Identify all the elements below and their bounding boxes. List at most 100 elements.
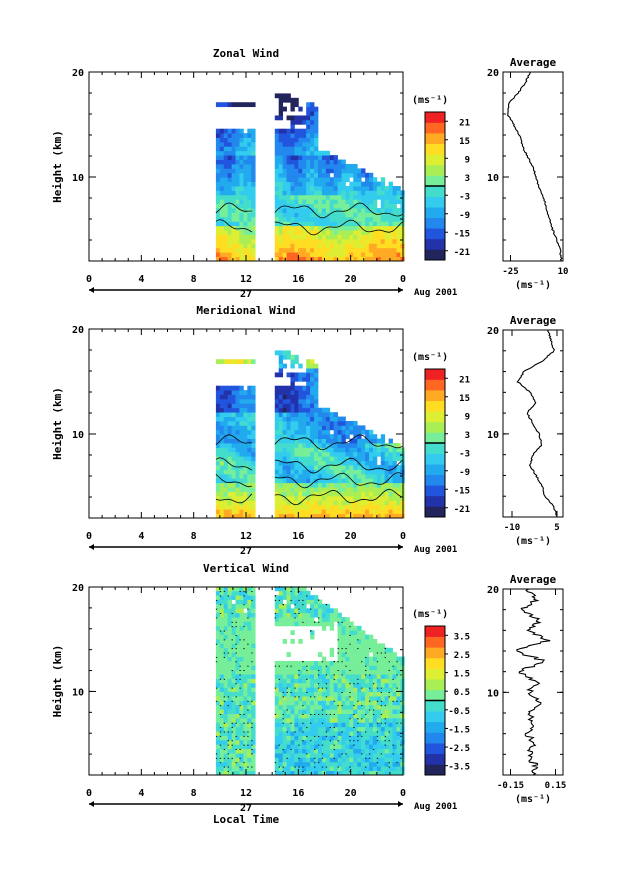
- heatmap-cell: [317, 509, 323, 514]
- heatmap-cell: [290, 731, 295, 736]
- heatmap-cell: [372, 456, 378, 462]
- colorbar-segment: [425, 133, 445, 145]
- heatmap-cell: [333, 735, 338, 741]
- contour-dot: [376, 660, 379, 663]
- heatmap-cell: [353, 700, 358, 706]
- heatmap-cell: [388, 700, 393, 706]
- heatmap-cell: [298, 509, 303, 514]
- heatmap-cell: [310, 617, 315, 622]
- heatmap-cell: [306, 660, 311, 666]
- heatmap-cell: [349, 425, 354, 431]
- heatmap-cell: [384, 500, 390, 506]
- heatmap-cell: [290, 621, 295, 627]
- heatmap-cell: [219, 744, 225, 750]
- heatmap-cell: [306, 717, 311, 723]
- heatmap-cell: [333, 739, 338, 745]
- heatmap-cell: [294, 722, 299, 728]
- heatmap-cell: [227, 731, 233, 736]
- heatmap-cell: [239, 509, 244, 514]
- heatmap-cell: [396, 186, 401, 191]
- contour-line: [215, 202, 403, 219]
- heatmap-cell: [294, 482, 299, 488]
- heatmap-cell: [251, 709, 256, 714]
- heatmap-cell: [349, 478, 354, 484]
- contour-dot: [223, 652, 226, 654]
- heatmap-cell: [231, 696, 236, 701]
- heatmap-cell: [329, 696, 335, 701]
- heatmap-cell: [349, 172, 354, 178]
- heatmap-cell: [337, 225, 342, 231]
- heatmap-cell: [365, 199, 370, 205]
- heatmap-cell: [321, 753, 327, 758]
- heatmap-cell: [227, 194, 233, 200]
- heatmap: [215, 586, 405, 776]
- heatmap-cell: [294, 141, 299, 147]
- heatmap-cell: [231, 691, 236, 697]
- heatmap-cell: [290, 141, 295, 147]
- heatmap-cell: [302, 509, 307, 514]
- heatmap-cell: [349, 429, 354, 435]
- heatmap-cell: [341, 656, 346, 662]
- heatmap-cell: [306, 124, 311, 130]
- heatmap-cell: [219, 656, 225, 662]
- heatmap-cell: [286, 163, 291, 169]
- heatmap-cell: [290, 599, 295, 605]
- heatmap-cell: [239, 412, 244, 417]
- heatmap-cell: [274, 469, 280, 475]
- heatmap-cell: [349, 660, 354, 666]
- heatmap-cell: [317, 678, 323, 684]
- heatmap-cell: [286, 403, 291, 409]
- heatmap-cell: [251, 744, 256, 750]
- colorbar: (ms⁻¹)3.52.51.50.5-0.5-1.5-2.5-3.5: [412, 609, 470, 776]
- heatmap-cell: [215, 766, 221, 772]
- contour-dot: [251, 744, 253, 746]
- heatmap-cell: [325, 617, 331, 622]
- heatmap-cell: [341, 447, 346, 453]
- heatmap-cell: [325, 478, 331, 484]
- heatmap-cell: [227, 722, 233, 728]
- heatmap-cell: [337, 709, 342, 714]
- heatmap-cell: [251, 150, 256, 156]
- contour-dot: [365, 674, 367, 676]
- y-tick-label: 20: [72, 68, 84, 79]
- heatmap-cell: [278, 190, 284, 196]
- heatmap-cell: [274, 420, 280, 426]
- contour-dot: [384, 704, 386, 707]
- contour-dot: [286, 731, 288, 733]
- heatmap-cell: [302, 590, 307, 596]
- contour-dot: [325, 603, 328, 606]
- heatmap-cell: [227, 753, 233, 758]
- heatmap-cell: [302, 119, 307, 125]
- heatmap-cell: [302, 617, 307, 622]
- heatmap-cell: [310, 119, 315, 125]
- heatmap-cell: [337, 163, 342, 169]
- contour-dot: [302, 739, 304, 742]
- heatmap-cell: [357, 190, 362, 196]
- heatmap-cell: [294, 420, 299, 426]
- heatmap-cell: [274, 739, 280, 745]
- heatmap-cell: [231, 412, 236, 417]
- heatmap-cell: [376, 500, 382, 506]
- heatmap-cell: [223, 473, 229, 479]
- heatmap-cell: [380, 221, 386, 227]
- contour-dot: [384, 647, 386, 650]
- heatmap-cell: [286, 407, 291, 413]
- heatmap-cell: [219, 748, 225, 754]
- heatmap-cell: [215, 491, 221, 497]
- heatmap-cell: [388, 691, 393, 697]
- heatmap-cell: [219, 243, 225, 249]
- heatmap-cell: [282, 726, 287, 732]
- contour-dot: [349, 770, 351, 772]
- heatmap-cell: [349, 753, 354, 758]
- heatmap-cell: [235, 447, 240, 453]
- contour-dot: [306, 726, 308, 729]
- heatmap-cell: [290, 709, 295, 714]
- heatmap-cell: [317, 247, 323, 253]
- heatmap-cell: [231, 190, 236, 196]
- heatmap-cell: [294, 359, 299, 365]
- heatmap-cell: [223, 203, 229, 209]
- heatmap-cell: [337, 416, 342, 422]
- heatmap-cell: [247, 482, 252, 488]
- x-tick-label: 20: [345, 531, 357, 542]
- heatmap-cell: [357, 230, 362, 235]
